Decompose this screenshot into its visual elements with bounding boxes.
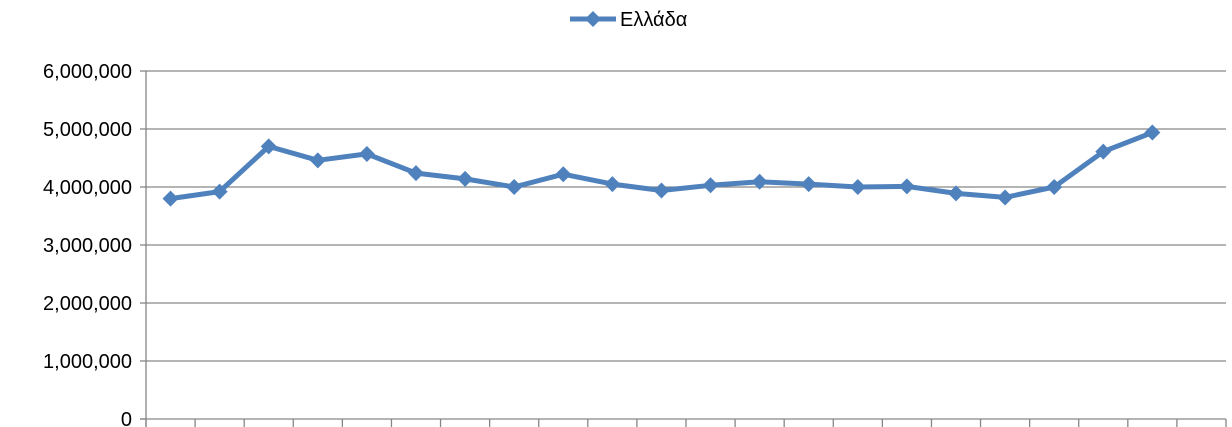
data-point-marker [260,138,277,155]
data-point-marker [211,183,228,200]
data-point-marker [653,182,670,199]
data-point-marker [604,176,621,193]
legend-diamond-marker [585,11,601,27]
legend-series-label: Ελλάδα [620,9,687,31]
data-point-marker [555,166,572,183]
y-tick-label: 0 [121,409,132,427]
y-tick-label: 4,000,000 [43,177,132,199]
data-point-marker [948,185,964,202]
series-layer [162,124,1161,207]
y-axis-tick-labels: 0 1,000,000 2,000,000 3,000,000 4,000,000 5,0… [43,61,132,427]
data-point-marker [800,176,817,193]
data-point-marker [162,190,179,207]
data-point-marker [1046,179,1063,195]
data-point-marker [506,179,523,195]
data-point-marker [457,170,474,187]
y-tick-label: 5,000,000 [43,119,132,141]
data-point-marker [898,178,915,195]
x-axis-ticks [145,419,1227,427]
data-point-marker [1144,124,1161,141]
y-tick-label: 1,000,000 [43,351,132,373]
data-point-marker [309,152,326,169]
data-point-marker [849,179,866,195]
data-point-marker [408,165,424,182]
data-point-marker [702,177,719,194]
y-tick-label: 3,000,000 [43,235,132,257]
data-point-marker [358,145,375,162]
y-tick-label: 2,000,000 [43,293,132,315]
axes [140,70,1226,427]
data-point-marker [1095,143,1112,160]
gridlines [146,70,1226,362]
y-tick-label: 6,000,000 [43,61,132,83]
data-point-marker [751,173,768,190]
legend: Ελλάδα [570,9,687,31]
data-point-marker [997,189,1014,206]
